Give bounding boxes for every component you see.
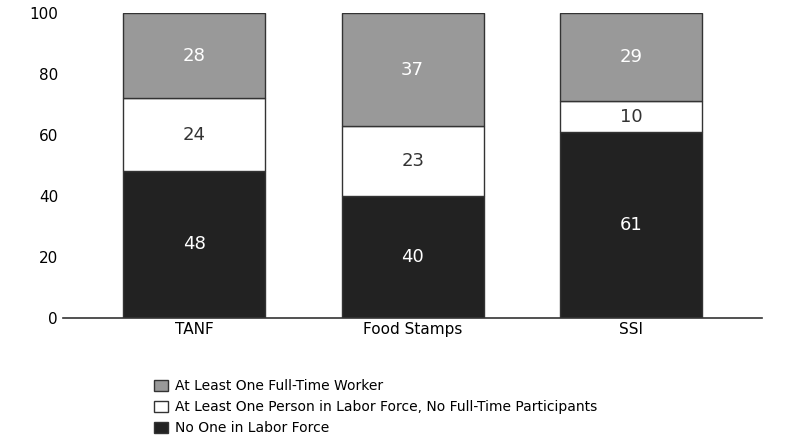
Text: 37: 37 — [401, 60, 424, 78]
Bar — [560, 101, 703, 132]
Text: 10: 10 — [620, 108, 643, 126]
Bar — [123, 98, 265, 172]
Bar — [342, 196, 483, 318]
Text: 48: 48 — [182, 235, 205, 254]
Text: 29: 29 — [619, 49, 643, 66]
Text: 61: 61 — [620, 216, 643, 234]
Bar — [342, 13, 483, 126]
Bar — [342, 126, 483, 196]
Bar — [123, 13, 265, 98]
Text: 40: 40 — [402, 248, 424, 265]
Text: 28: 28 — [182, 47, 205, 65]
Text: 23: 23 — [401, 152, 424, 170]
Bar — [560, 132, 703, 318]
Text: 24: 24 — [182, 126, 206, 144]
Legend: At Least One Full-Time Worker, At Least One Person in Labor Force, No Full-Time : At Least One Full-Time Worker, At Least … — [154, 379, 597, 435]
Bar — [560, 13, 703, 101]
Bar — [123, 172, 265, 318]
